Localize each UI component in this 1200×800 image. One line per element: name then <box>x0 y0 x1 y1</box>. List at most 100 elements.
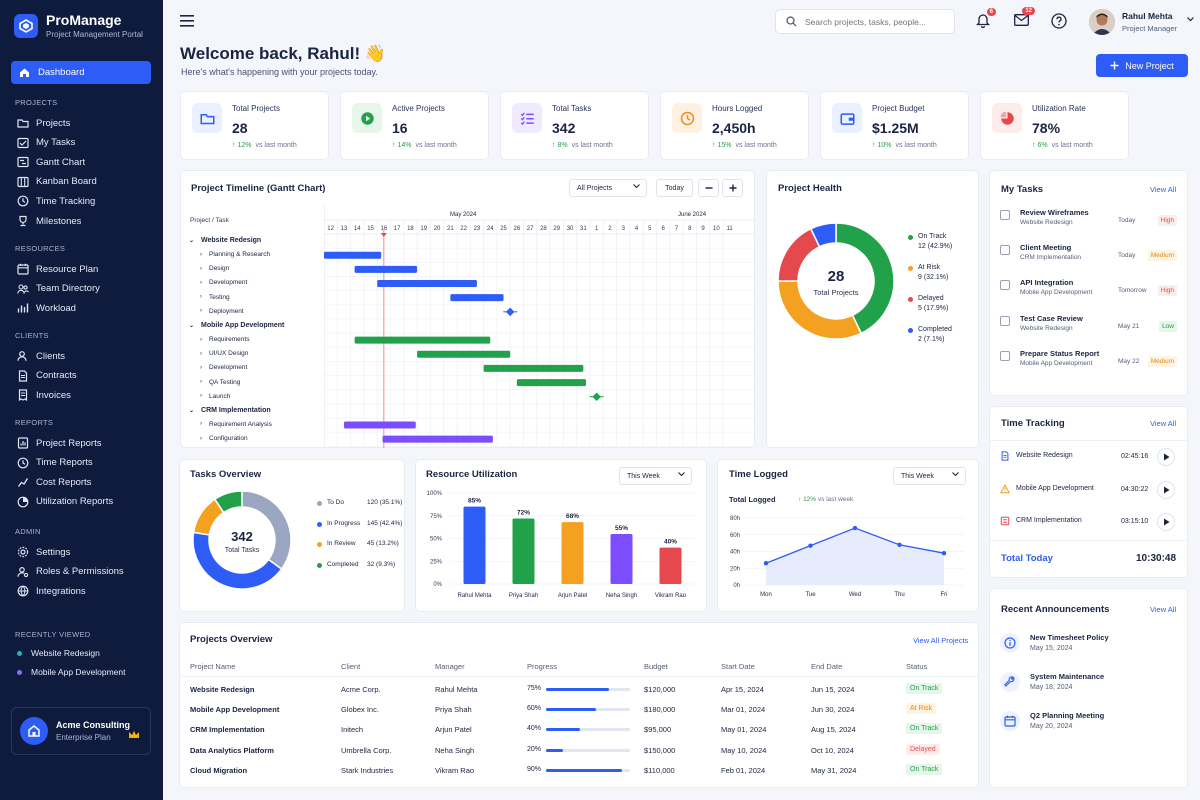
table-column-header[interactable]: End Date <box>811 662 843 671</box>
chevron-right-icon[interactable]: › <box>200 393 202 400</box>
gantt-task-row[interactable]: › Requirement Analysis <box>200 421 272 428</box>
table-column-header[interactable]: Progress <box>527 662 558 671</box>
sidebar-item-integrations[interactable]: Integrations <box>17 584 86 598</box>
chevron-right-icon[interactable]: › <box>200 379 202 385</box>
chevron-down-icon[interactable]: ⌄ <box>189 407 195 414</box>
table-column-header[interactable]: Manager <box>435 662 465 671</box>
zoom-out-button[interactable] <box>698 179 719 197</box>
chevron-right-icon[interactable]: › <box>200 350 202 357</box>
sidebar-item-resource-plan[interactable]: Resource Plan <box>17 262 98 276</box>
project-filter-select[interactable]: All Projects <box>569 179 647 197</box>
table-column-header[interactable]: Budget <box>644 662 668 671</box>
zoom-in-button[interactable] <box>722 179 743 197</box>
gantt-task-row[interactable]: › Requirements <box>200 336 249 343</box>
task-checkbox[interactable] <box>1000 315 1010 326</box>
time-tracking-item[interactable]: Mobile App Development 04:30:22 <box>1000 480 1177 501</box>
time-tracking-item[interactable]: Website Redesign 02:45:16 <box>1000 448 1177 468</box>
sidebar-item-project-reports[interactable]: Project Reports <box>17 436 101 450</box>
stat-card-hours-logged[interactable]: Hours Logged 2,450h ↑ 15% vs last month <box>660 91 809 160</box>
sidebar-item-cost-reports[interactable]: Cost Reports <box>17 475 91 489</box>
chevron-right-icon[interactable]: › <box>200 435 202 442</box>
stat-card-total-tasks[interactable]: Total Tasks 342 ↑ 8% vs last month <box>500 91 649 160</box>
play-button[interactable] <box>1157 480 1175 499</box>
sidebar-item-invoices[interactable]: Invoices <box>17 388 71 402</box>
announcement-item[interactable]: New Timesheet Policy May 15, 2024 <box>1000 633 1177 659</box>
gantt-project-row[interactable]: ⌄ CRM Implementation <box>189 407 271 414</box>
gantt-task-row[interactable]: › Deployment <box>200 308 244 315</box>
messages-button[interactable]: 12 <box>1014 7 1035 29</box>
sidebar-item-roles-permissions[interactable]: Roles & Permissions <box>17 565 124 579</box>
sidebar-item-settings[interactable]: Settings <box>17 545 70 559</box>
sidebar-item-contracts[interactable]: Contracts <box>17 369 77 383</box>
project-name[interactable]: Mobile App Development <box>190 705 280 715</box>
gantt-task-row[interactable]: › Configuration <box>200 435 248 442</box>
notifications-button[interactable]: 6 <box>975 8 996 31</box>
task-checkbox[interactable] <box>1000 350 1010 361</box>
task-item[interactable]: Review Wireframes Website Redesign Today Hi… <box>1000 208 1177 233</box>
task-checkbox[interactable] <box>1000 210 1010 220</box>
search-input[interactable] <box>805 16 945 27</box>
announcement-item[interactable]: Q2 Planning Meeting May 20, 2024 <box>1000 711 1177 737</box>
sidebar-item-my-tasks[interactable]: My Tasks <box>17 136 75 150</box>
my-tasks-view-all-link[interactable]: View All <box>1150 185 1177 194</box>
sidebar-item-time-reports[interactable]: Time Reports <box>17 456 93 470</box>
sidebar-item-kanban-board[interactable]: Kanban Board <box>17 175 97 189</box>
view-all-projects-link[interactable]: View All Projects <box>913 636 969 645</box>
brand[interactable]: ProManage Project Management Portal <box>14 12 143 39</box>
gantt-task-row[interactable]: › Planning & Research <box>200 251 270 258</box>
chevron-right-icon[interactable]: › <box>200 265 202 272</box>
gantt-task-row[interactable]: › Launch <box>200 393 230 400</box>
project-name[interactable]: Data Analytics Platform <box>190 745 274 755</box>
gantt-task-row[interactable]: › Design <box>200 265 229 272</box>
help-button[interactable] <box>1051 13 1067 32</box>
org-card[interactable]: Acme Consulting Enterprise Plan <box>11 707 151 755</box>
chevron-down-icon[interactable]: ⌄ <box>189 238 195 244</box>
chevron-right-icon[interactable]: › <box>200 421 202 428</box>
play-button[interactable] <box>1157 448 1175 466</box>
gantt-task-row[interactable]: › Testing <box>200 294 230 301</box>
project-name[interactable]: Cloud Migration <box>190 765 248 775</box>
today-button[interactable]: Today <box>656 179 693 197</box>
task-item[interactable]: Client Meeting CRM Implementation Today Med… <box>1000 243 1177 268</box>
task-checkbox[interactable] <box>1000 280 1010 291</box>
chevron-right-icon[interactable]: › <box>200 308 202 315</box>
table-column-header[interactable]: Project Name <box>190 662 236 671</box>
search-box[interactable] <box>775 9 955 34</box>
sidebar-item-team-directory[interactable]: Team Directory <box>17 282 100 296</box>
chevron-down-icon[interactable]: ⌄ <box>189 322 195 329</box>
task-checkbox[interactable] <box>1000 245 1010 256</box>
user-menu[interactable]: Rahul Mehta Project Manager <box>1089 9 1194 35</box>
table-column-header[interactable]: Client <box>341 662 361 671</box>
table-column-header[interactable]: Start Date <box>721 662 755 671</box>
gantt-task-row[interactable]: › QA Testing <box>200 379 240 386</box>
chevron-right-icon[interactable]: › <box>200 364 202 371</box>
time-tracking-item[interactable]: CRM Implementation 03:15:10 <box>1000 513 1177 533</box>
time-tracking-view-all-link[interactable]: View All <box>1150 419 1177 428</box>
task-item[interactable]: API Integration Mobile App Development Tom… <box>1000 278 1177 303</box>
sidebar-item-milestones[interactable]: Milestones <box>17 214 81 228</box>
announcement-item[interactable]: System Maintenance May 18, 2024 <box>1000 672 1177 698</box>
stat-card-project-budget[interactable]: Project Budget $1.25M ↑ 10% vs last month <box>820 91 969 160</box>
chevron-right-icon[interactable]: › <box>200 279 202 286</box>
project-name[interactable]: CRM Implementation <box>190 725 265 735</box>
menu-icon[interactable] <box>180 15 194 27</box>
recent-item[interactable]: Mobile App Development <box>17 665 126 679</box>
new-project-button[interactable]: New Project <box>1096 54 1188 77</box>
sidebar-item-utilization-reports[interactable]: Utilization Reports <box>17 495 113 509</box>
chevron-right-icon[interactable]: › <box>200 336 202 343</box>
stat-card-utilization-rate[interactable]: Utilization Rate 78% ↑ 6% vs last month <box>980 91 1129 160</box>
sidebar-item-workload[interactable]: Workload <box>17 301 76 315</box>
chevron-right-icon[interactable]: › <box>200 294 202 301</box>
task-item[interactable]: Prepare Status Report Mobile App Developm… <box>1000 349 1177 374</box>
gantt-task-row[interactable]: › Development <box>200 364 247 371</box>
play-button[interactable] <box>1157 513 1175 531</box>
resource-period-select[interactable]: This Week <box>619 467 692 485</box>
sidebar-item-projects[interactable]: Projects <box>17 116 70 130</box>
gantt-task-row[interactable]: › UI/UX Design <box>200 350 248 357</box>
task-item[interactable]: Test Case Review Website Redesign May 21 Lo… <box>1000 314 1177 339</box>
sidebar-item-time-tracking[interactable]: Time Tracking <box>17 194 95 208</box>
chevron-right-icon[interactable]: › <box>200 251 202 258</box>
project-name[interactable]: Website Redesign <box>190 685 255 694</box>
sidebar-item-clients[interactable]: Clients <box>17 349 65 363</box>
announcements-view-all-link[interactable]: View All <box>1150 605 1177 614</box>
